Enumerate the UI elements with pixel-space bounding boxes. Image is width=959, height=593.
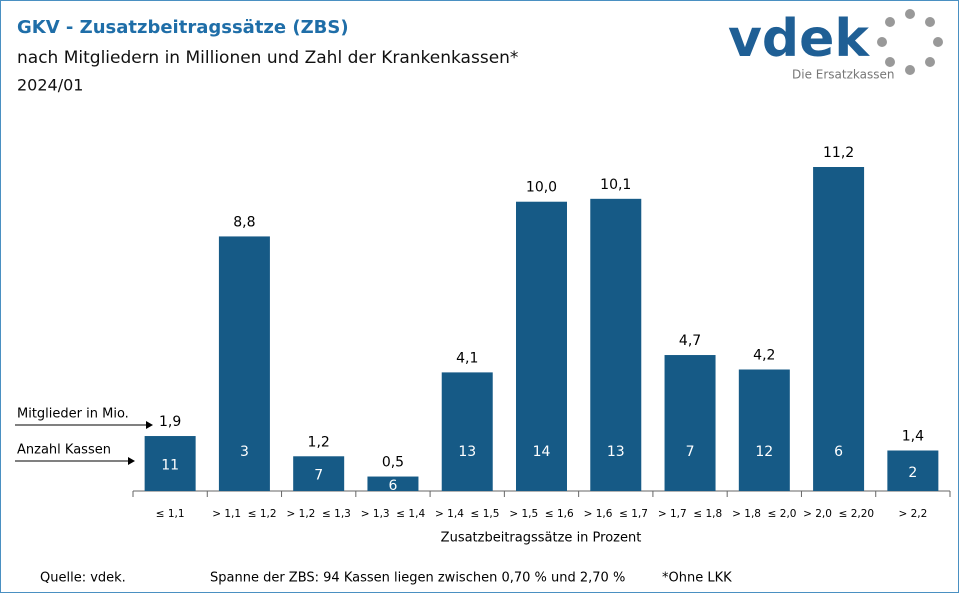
chart-title: GKV - Zusatzbeitragssätze (ZBS) — [17, 17, 349, 38]
logo-tagline: Die Ersatzkassen — [792, 68, 894, 82]
arrow-head — [146, 421, 153, 429]
bar — [218, 236, 270, 491]
bar — [144, 436, 196, 491]
value-label: 11,2 — [823, 145, 854, 161]
value-label: 4,1 — [456, 350, 478, 366]
kassen-label: 2 — [908, 465, 917, 481]
footer: Spanne der ZBS: 94 Kassen liegen zwische… — [210, 571, 625, 586]
kassen-label: 6 — [388, 478, 397, 494]
value-label: 10,1 — [600, 177, 631, 193]
bar — [813, 167, 865, 491]
value-label: 1,4 — [902, 429, 924, 445]
x-tick-label: > 2,0 ≤ 2,20 — [803, 508, 874, 520]
arrow-head — [128, 457, 135, 465]
kassen-label: 14 — [533, 444, 551, 460]
footer: *Ohne LKK — [662, 571, 732, 586]
logo-ring — [877, 9, 943, 75]
annotation: Anzahl Kassen — [17, 443, 111, 458]
value-label: 0,5 — [382, 455, 404, 471]
value-label: 1,2 — [308, 434, 330, 450]
bar — [516, 201, 567, 491]
x-tick-label: > 1,1 ≤ 1,2 — [212, 508, 276, 520]
annotation: Mitglieder in Mio. — [17, 407, 129, 422]
kassen-label: 7 — [314, 468, 323, 484]
x-axis-title: Zusatzbeitragssätze in Prozent — [441, 531, 642, 546]
x-tick-label: ≤ 1,1 — [156, 508, 185, 520]
bar — [367, 476, 419, 491]
x-tick-label: > 1,4 ≤ 1,5 — [435, 508, 499, 520]
x-tick-label: > 1,6 ≤ 1,7 — [584, 508, 648, 520]
kassen-label: 6 — [834, 444, 843, 460]
x-tick-label: > 1,8 ≤ 2,0 — [732, 508, 796, 520]
value-label: 1,9 — [159, 414, 181, 430]
bar — [293, 456, 345, 491]
bar — [738, 369, 790, 491]
kassen-label: 13 — [458, 444, 476, 460]
kassen-label: 13 — [607, 444, 625, 460]
logo-name: vdek — [728, 9, 870, 69]
period: 2024/01 — [17, 76, 83, 95]
footer: Quelle: vdek. — [40, 571, 126, 586]
bar — [664, 355, 716, 491]
kassen-label: 3 — [240, 444, 249, 460]
value-label: 4,2 — [753, 348, 775, 364]
value-label: 8,8 — [233, 214, 255, 230]
kassen-label: 12 — [755, 444, 773, 460]
chart-subtitle: nach Mitgliedern in Millionen und Zahl d… — [17, 48, 518, 68]
value-label: 10,0 — [526, 180, 557, 196]
bar — [590, 198, 642, 492]
x-tick-label: > 1,3 ≤ 1,4 — [361, 508, 426, 520]
x-tick-label: > 2,2 — [898, 508, 927, 520]
value-label: 4,7 — [679, 333, 701, 349]
x-tick-label: > 1,7 ≤ 1,8 — [658, 508, 722, 520]
x-tick-label: > 1,5 ≤ 1,6 — [509, 508, 574, 520]
kassen-label: 7 — [686, 444, 695, 460]
bar — [887, 450, 939, 491]
kassen-label: 11 — [161, 458, 179, 474]
bar — [441, 372, 493, 491]
x-tick-label: > 1,2 ≤ 1,3 — [287, 508, 351, 520]
